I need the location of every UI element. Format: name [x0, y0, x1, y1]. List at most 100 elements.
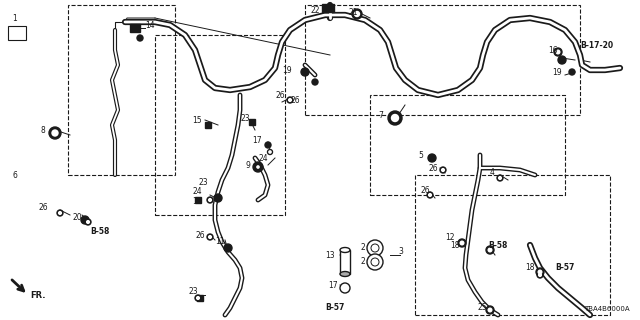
Text: 17: 17	[328, 281, 338, 290]
Bar	[130, 24, 140, 32]
Circle shape	[137, 35, 143, 41]
Text: 13: 13	[325, 251, 335, 260]
Circle shape	[209, 199, 211, 201]
Circle shape	[499, 177, 501, 179]
Text: 6: 6	[12, 171, 17, 180]
Circle shape	[253, 162, 263, 172]
Circle shape	[81, 216, 89, 224]
Circle shape	[207, 234, 213, 240]
Text: 26: 26	[428, 164, 438, 172]
Text: 4: 4	[490, 167, 495, 177]
Text: 24: 24	[192, 188, 202, 196]
Text: 2: 2	[360, 258, 365, 267]
Circle shape	[289, 99, 291, 101]
Text: 15: 15	[192, 116, 202, 124]
Text: 26: 26	[195, 230, 205, 239]
Text: 19: 19	[552, 68, 562, 76]
Text: B-58: B-58	[90, 228, 109, 236]
Circle shape	[195, 295, 201, 301]
Circle shape	[269, 151, 271, 153]
Text: 25: 25	[477, 302, 486, 311]
Circle shape	[57, 210, 63, 216]
Text: 5: 5	[418, 150, 423, 159]
Text: 1: 1	[12, 13, 17, 22]
Circle shape	[224, 244, 232, 252]
Text: 26: 26	[275, 91, 285, 100]
Text: 23: 23	[240, 114, 250, 123]
Text: 14: 14	[145, 20, 155, 29]
Text: 18: 18	[450, 241, 460, 250]
Circle shape	[59, 212, 61, 214]
Text: B-57: B-57	[325, 303, 344, 313]
Circle shape	[440, 167, 446, 173]
Circle shape	[537, 272, 543, 278]
Text: 19: 19	[282, 66, 292, 75]
Text: 3: 3	[398, 247, 403, 257]
Text: B-17-20: B-17-20	[580, 41, 613, 50]
Text: 20: 20	[72, 213, 82, 222]
Bar	[415, 175, 610, 315]
Text: 26: 26	[290, 95, 300, 105]
FancyBboxPatch shape	[8, 26, 26, 40]
Circle shape	[207, 197, 213, 203]
Circle shape	[554, 48, 562, 56]
Text: 12: 12	[445, 234, 454, 243]
Bar	[370, 95, 565, 195]
Text: 23: 23	[198, 178, 207, 187]
Bar	[305, 5, 580, 115]
Circle shape	[287, 97, 293, 103]
Text: 23: 23	[188, 287, 198, 297]
Circle shape	[460, 241, 464, 245]
Circle shape	[268, 149, 273, 155]
Bar	[340, 250, 350, 274]
Text: B-57: B-57	[555, 263, 574, 273]
Circle shape	[488, 308, 492, 312]
Circle shape	[86, 221, 90, 223]
Circle shape	[442, 169, 444, 171]
Circle shape	[340, 283, 350, 293]
Circle shape	[355, 12, 360, 17]
Circle shape	[569, 69, 575, 75]
Circle shape	[312, 79, 318, 85]
Circle shape	[209, 236, 211, 238]
Circle shape	[388, 111, 402, 125]
Circle shape	[536, 268, 544, 276]
Text: FR.: FR.	[30, 291, 45, 300]
Circle shape	[539, 274, 541, 276]
Circle shape	[255, 164, 260, 170]
Circle shape	[427, 192, 433, 198]
Text: B-58: B-58	[488, 241, 508, 250]
Circle shape	[486, 246, 494, 254]
Circle shape	[556, 50, 560, 54]
Circle shape	[428, 154, 436, 162]
Circle shape	[371, 258, 379, 266]
Text: 26: 26	[420, 186, 429, 195]
Circle shape	[558, 56, 566, 64]
Circle shape	[367, 240, 383, 256]
Text: 18: 18	[525, 263, 534, 273]
Circle shape	[257, 166, 259, 168]
Circle shape	[196, 297, 199, 299]
Text: 7: 7	[378, 110, 383, 119]
Bar	[249, 119, 255, 125]
Ellipse shape	[340, 247, 350, 252]
Circle shape	[429, 194, 431, 196]
Bar	[197, 295, 203, 301]
Circle shape	[265, 142, 271, 148]
Text: 21: 21	[348, 7, 358, 17]
Circle shape	[367, 254, 383, 270]
Text: 24: 24	[258, 154, 268, 163]
Circle shape	[497, 175, 503, 181]
Bar	[322, 4, 334, 12]
Bar	[205, 122, 211, 128]
Text: 10: 10	[192, 197, 202, 206]
Circle shape	[392, 115, 399, 122]
Circle shape	[538, 270, 542, 274]
Circle shape	[49, 127, 61, 139]
Bar	[195, 197, 201, 203]
Text: 26: 26	[38, 204, 47, 212]
Circle shape	[486, 306, 494, 314]
Text: 8: 8	[40, 125, 45, 134]
Circle shape	[352, 9, 362, 19]
Text: TBA4B6000A: TBA4B6000A	[584, 306, 630, 312]
